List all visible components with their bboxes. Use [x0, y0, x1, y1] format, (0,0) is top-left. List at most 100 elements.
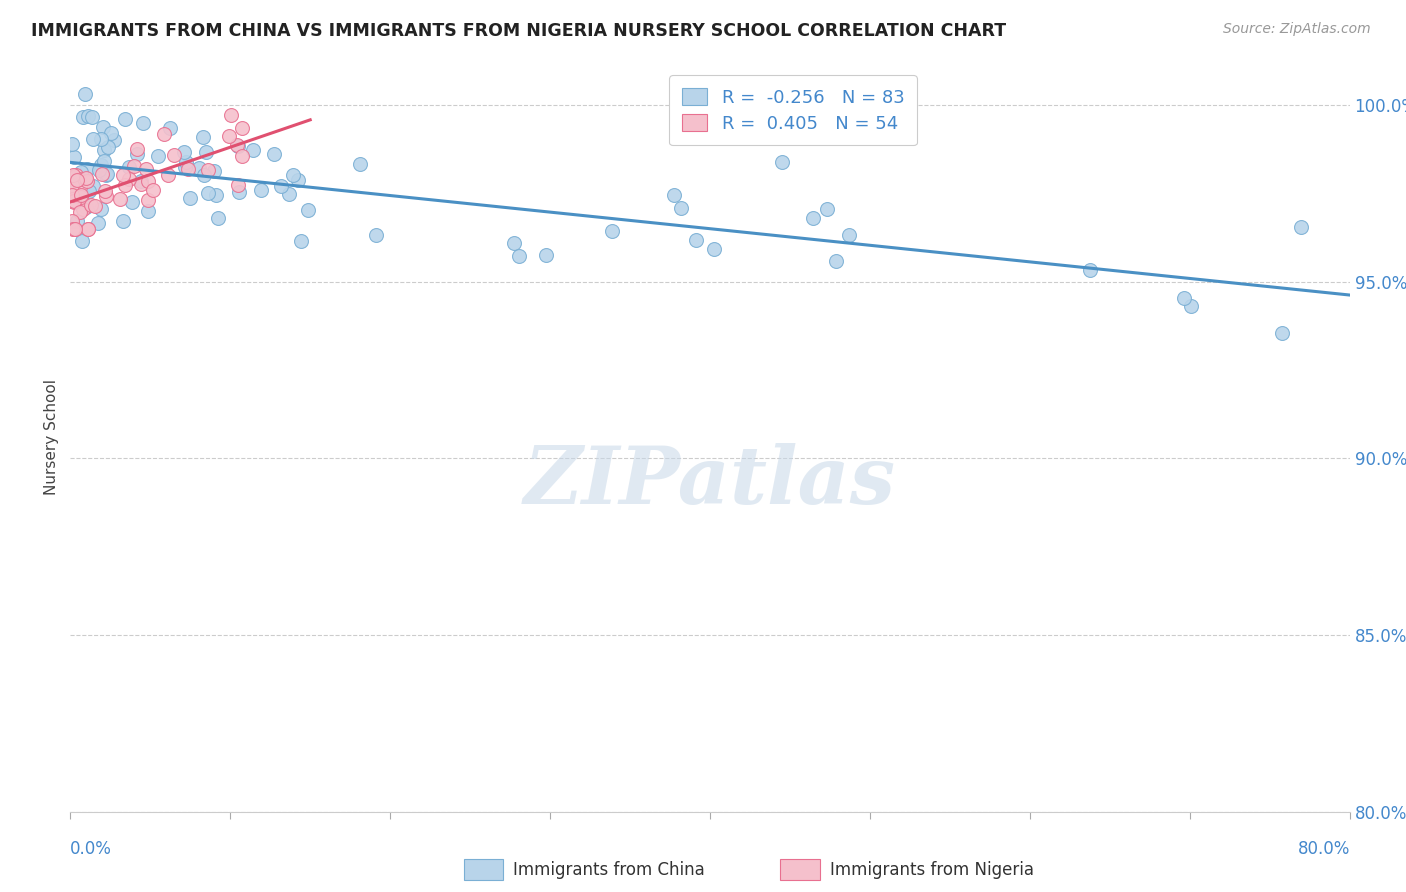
Point — [79, 198, 101, 212]
Point — [91, 120, 114, 135]
Point — [136, 193, 159, 207]
Point — [226, 178, 249, 192]
Point — [138, 174, 160, 188]
Point — [94, 168, 117, 182]
Point — [75, 87, 97, 102]
Point — [349, 156, 371, 170]
Point — [62, 188, 84, 202]
Text: Source: ZipAtlas.com: Source: ZipAtlas.com — [1223, 22, 1371, 37]
Point — [125, 142, 148, 156]
Point — [124, 159, 146, 173]
Point — [287, 173, 309, 187]
Point — [364, 228, 387, 243]
Point — [94, 184, 117, 198]
Point — [770, 155, 793, 169]
Point — [114, 112, 136, 126]
Point — [278, 187, 301, 202]
Point — [138, 204, 160, 219]
Point — [60, 172, 83, 186]
Point — [131, 177, 153, 191]
Point — [62, 168, 84, 182]
Point — [1078, 262, 1101, 277]
Point — [824, 253, 846, 268]
Point — [60, 184, 83, 198]
Point — [283, 168, 305, 182]
Point — [146, 149, 169, 163]
Point — [703, 242, 725, 256]
Point — [100, 126, 122, 140]
Point — [671, 201, 693, 215]
Point — [114, 178, 136, 193]
Point — [1173, 291, 1195, 305]
Point — [63, 221, 86, 235]
Point — [195, 145, 218, 160]
Point — [231, 149, 253, 163]
Point — [187, 161, 209, 175]
Point — [75, 200, 97, 214]
Point — [135, 161, 157, 176]
Point — [89, 162, 111, 177]
Point — [87, 216, 110, 230]
Point — [97, 140, 120, 154]
Point — [197, 186, 219, 201]
Point — [77, 184, 100, 198]
Point — [63, 150, 86, 164]
Point — [129, 174, 152, 188]
Point — [90, 167, 112, 181]
Point — [76, 174, 98, 188]
Point — [77, 221, 100, 235]
Point — [228, 185, 250, 199]
Point — [1180, 299, 1202, 313]
Point — [173, 145, 195, 160]
Point — [77, 109, 100, 123]
Point — [205, 188, 228, 202]
Point — [121, 194, 143, 209]
Point — [600, 224, 623, 238]
Point — [63, 186, 86, 201]
Point — [118, 160, 141, 174]
Point — [82, 132, 104, 146]
Point — [838, 227, 860, 242]
Point — [93, 154, 115, 169]
Point — [228, 138, 250, 153]
Point — [536, 248, 558, 262]
Point — [60, 136, 83, 151]
Point — [112, 214, 135, 228]
Point — [70, 189, 93, 203]
Point — [815, 202, 838, 216]
Point — [60, 169, 83, 184]
Point — [270, 178, 292, 193]
Point — [82, 178, 104, 193]
Point — [62, 180, 84, 194]
Point — [67, 172, 90, 186]
Point — [62, 188, 84, 202]
Point — [77, 221, 100, 235]
Point — [112, 168, 135, 182]
Point — [290, 234, 312, 248]
Point — [90, 202, 112, 216]
Point — [69, 205, 91, 219]
Point — [153, 127, 176, 141]
Point — [1271, 326, 1294, 341]
Point — [96, 167, 118, 181]
Legend: R =  -0.256   N = 83, R =  0.405   N = 54: R = -0.256 N = 83, R = 0.405 N = 54 — [669, 75, 917, 145]
Point — [508, 249, 530, 263]
Point — [70, 234, 93, 248]
Point — [62, 221, 84, 235]
Point — [159, 121, 181, 136]
Point — [70, 188, 93, 202]
Point — [242, 143, 264, 157]
Point — [685, 233, 707, 247]
Text: 80.0%: 80.0% — [1298, 840, 1350, 858]
Point — [177, 162, 200, 177]
Point — [197, 162, 219, 177]
Point — [125, 146, 148, 161]
Point — [231, 121, 253, 136]
Point — [60, 194, 83, 209]
Point — [179, 191, 201, 205]
Point — [103, 133, 125, 147]
Point — [163, 148, 186, 162]
Point — [72, 111, 94, 125]
Point — [66, 172, 89, 186]
Text: 0.0%: 0.0% — [70, 840, 112, 858]
